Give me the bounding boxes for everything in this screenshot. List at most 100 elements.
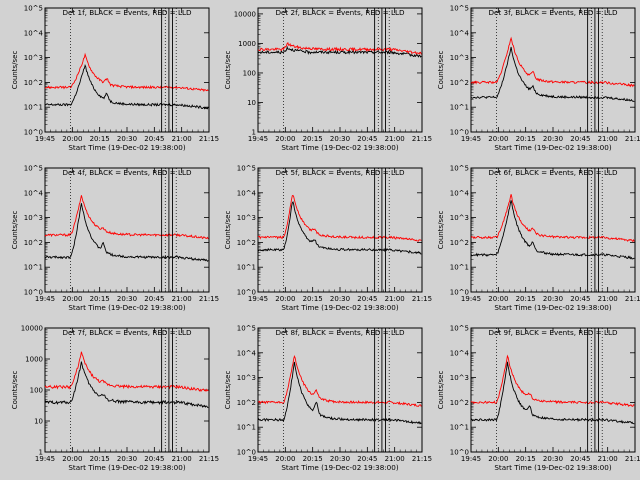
- series-line-events: [470, 46, 635, 103]
- y-tick-label: 1: [252, 129, 256, 137]
- y-tick-label: 100: [30, 387, 43, 395]
- x-tick-label: 19:45: [248, 455, 268, 463]
- y-tick-label: 10^1: [24, 264, 43, 272]
- x-tick-label: 21:00: [598, 135, 618, 143]
- detector-panel-2: Det 2f, BLACK = Events, RED = LLD1101001…: [224, 7, 432, 152]
- y-axis-label: Counts/sec: [11, 51, 19, 90]
- y-tick-label: 10^5: [450, 165, 469, 173]
- x-axis-label: Start Time (19-Dec-02 19:38:00): [494, 303, 611, 312]
- y-tick-label: 1000: [238, 40, 256, 48]
- y-tick-label: 10: [34, 418, 43, 426]
- detector-panel-1: Det 1f, BLACK = Events, RED = LLD10^010^…: [11, 5, 219, 153]
- x-tick-label: 19:45: [461, 135, 481, 143]
- x-tick-label: 20:30: [117, 295, 137, 303]
- y-tick-label: 10^0: [24, 289, 43, 297]
- x-tick-label: 20:30: [543, 455, 563, 463]
- y-axis-label: Counts/sec: [224, 371, 232, 410]
- y-tick-label: 10^2: [450, 239, 469, 247]
- x-tick-label: 21:00: [385, 295, 405, 303]
- y-tick-label: 10^3: [24, 54, 43, 62]
- y-tick-label: 1: [39, 449, 43, 457]
- x-tick-label: 19:45: [461, 455, 481, 463]
- x-tick-label: 20:30: [330, 295, 350, 303]
- y-tick-label: 10^5: [237, 165, 256, 173]
- series-line-events: [257, 201, 422, 255]
- detector-panel-8: Det 8f, BLACK = Events, RED = LLD10^010^…: [224, 325, 432, 473]
- x-tick-label: 21:15: [625, 295, 640, 303]
- y-axis-label: Counts/sec: [224, 211, 232, 250]
- y-tick-label: 10^1: [24, 104, 43, 112]
- series-line-events: [257, 45, 422, 58]
- x-tick-label: 19:45: [35, 135, 55, 143]
- series-line-lld: [470, 354, 635, 407]
- y-tick-label: 1000: [25, 356, 43, 364]
- detector-panel-3: Det 3f, BLACK = Events, RED = LLD10^010^…: [437, 5, 640, 153]
- y-tick-label: 10^0: [24, 129, 43, 137]
- x-axis-label: Start Time (19-Dec-02 19:38:00): [281, 303, 398, 312]
- x-tick-label: 20:00: [62, 135, 82, 143]
- y-tick-label: 10^5: [237, 325, 256, 333]
- y-tick-label: 10^3: [450, 54, 469, 62]
- x-tick-label: 21:15: [625, 455, 640, 463]
- x-tick-label: 20:15: [516, 295, 536, 303]
- y-tick-label: 10^1: [237, 264, 256, 272]
- series-line-lld: [257, 355, 422, 407]
- x-tick-label: 20:00: [62, 295, 82, 303]
- series-line-lld: [258, 41, 422, 55]
- x-tick-label: 19:45: [35, 455, 55, 463]
- x-tick-label: 20:15: [90, 455, 110, 463]
- x-axis-label: Start Time (19-Dec-02 19:38:00): [494, 143, 611, 152]
- x-tick-label: 21:00: [598, 455, 618, 463]
- series-line-lld: [470, 194, 635, 243]
- y-tick-label: 10^4: [24, 189, 44, 197]
- detector-panel-7: Det 7f, BLACK = Events, RED = LLD1101001…: [11, 325, 219, 473]
- y-axis-label: Counts/sec: [437, 211, 445, 250]
- series-line-events: [470, 361, 635, 425]
- x-tick-label: 21:15: [625, 135, 640, 143]
- x-tick-label: 21:00: [385, 135, 405, 143]
- detector-panel-5: Det 5f, BLACK = Events, RED = LLD10^010^…: [224, 165, 432, 313]
- x-tick-label: 20:45: [357, 135, 377, 143]
- x-tick-label: 20:15: [303, 295, 323, 303]
- detector-panel-9: Det 9f, BLACK = Events, RED = LLD10^010^…: [437, 325, 640, 473]
- x-tick-label: 20:45: [144, 135, 164, 143]
- x-tick-label: 21:15: [412, 455, 432, 463]
- y-tick-label: 10^4: [237, 189, 257, 197]
- detector-panel-4: Det 4f, BLACK = Events, RED = LLD10^010^…: [11, 165, 219, 313]
- series-line-events: [470, 200, 635, 260]
- x-tick-label: 20:45: [570, 455, 590, 463]
- x-tick-label: 21:00: [172, 455, 192, 463]
- x-axis-label: Start Time (19-Dec-02 19:38:00): [281, 143, 398, 152]
- y-tick-label: 10^0: [450, 449, 469, 457]
- y-tick-label: 10^4: [450, 189, 470, 197]
- y-axis-label: Counts/sec: [437, 371, 445, 410]
- x-tick-label: 20:15: [303, 135, 323, 143]
- x-tick-label: 20:30: [330, 135, 350, 143]
- series-line-events: [44, 63, 209, 110]
- y-tick-label: 10^5: [24, 165, 43, 173]
- y-tick-label: 10^3: [237, 214, 256, 222]
- y-tick-label: 10^0: [237, 449, 256, 457]
- y-tick-label: 10^5: [450, 5, 469, 13]
- x-tick-label: 19:45: [248, 295, 268, 303]
- y-axis-label: Counts/sec: [437, 51, 445, 90]
- x-tick-label: 20:30: [117, 135, 137, 143]
- x-axis-label: Start Time (19-Dec-02 19:38:00): [68, 303, 185, 312]
- y-tick-label: 10^5: [24, 5, 43, 13]
- x-tick-label: 21:15: [199, 135, 219, 143]
- x-tick-label: 20:45: [570, 295, 590, 303]
- y-tick-label: 10: [247, 99, 256, 107]
- x-tick-label: 21:00: [385, 455, 405, 463]
- x-tick-label: 20:15: [90, 295, 110, 303]
- series-line-lld: [44, 195, 209, 240]
- x-tick-label: 20:45: [144, 295, 164, 303]
- series-line-lld: [258, 194, 422, 242]
- x-tick-label: 20:00: [488, 455, 508, 463]
- x-tick-label: 20:00: [62, 455, 82, 463]
- x-tick-label: 20:30: [330, 455, 350, 463]
- x-tick-label: 20:30: [543, 295, 563, 303]
- series-line-events: [257, 361, 422, 425]
- y-tick-label: 10^4: [24, 29, 44, 37]
- y-tick-label: 10^0: [450, 289, 469, 297]
